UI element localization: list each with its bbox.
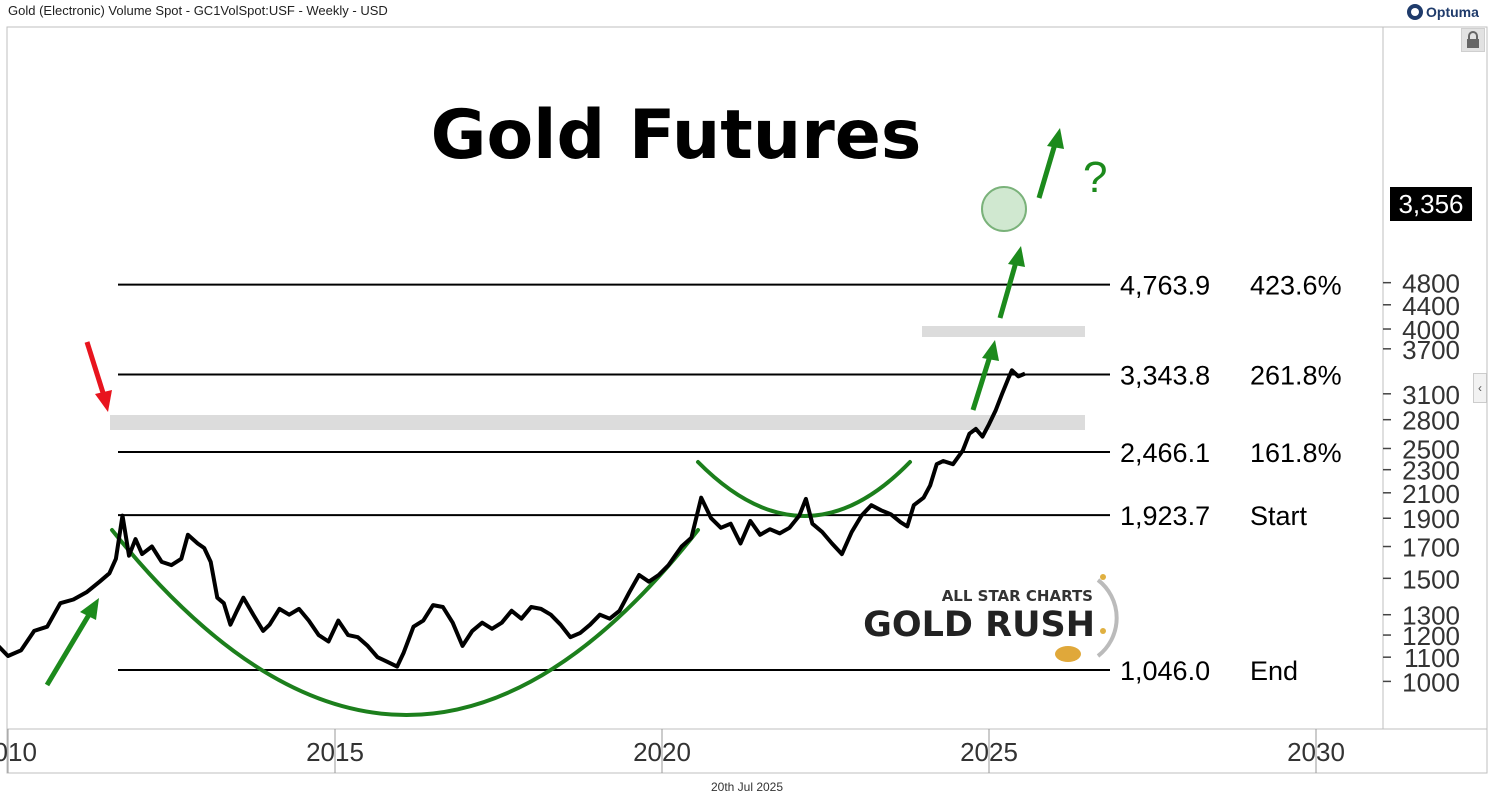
watermark-line1: ALL STAR CHARTS (942, 587, 1093, 605)
x-tick-label: 2020 (633, 737, 691, 767)
x-axis-frame (6, 728, 1488, 774)
date-footer: 20th Jul 2025 (710, 780, 784, 794)
x-tick-label: 2010 (0, 737, 37, 767)
fib-level-pct: Start (1250, 501, 1308, 531)
green-arrow-up (1036, 128, 1064, 199)
rounding-bottom-arc (110, 528, 700, 717)
last-price-label: 3,356 (1398, 189, 1463, 219)
y-tick-label: 2100 (1402, 479, 1460, 509)
price-line (0, 368, 1026, 669)
sparkle-icon (1100, 628, 1106, 634)
fib-level-pct: 423.6% (1250, 271, 1342, 301)
fib-levels: 4,763.9 423.6% 3,343.8 261.8% 2,466.1 161.8% 1… (118, 271, 1342, 686)
red-arrow-down (84, 341, 112, 412)
y-tick-label: 4400 (1402, 291, 1460, 321)
fib-level-pct: 161.8% (1250, 438, 1342, 468)
x-tick-label: 2030 (1287, 737, 1345, 767)
y-tick-label: 4800 (1402, 269, 1460, 299)
y-tick-label: 3700 (1402, 335, 1460, 365)
x-tick-label: 2025 (960, 737, 1018, 767)
sparkle-icon (1100, 574, 1106, 580)
y-tick-label: 1000 (1402, 667, 1460, 697)
fib-level-price: 2,466.1 (1120, 438, 1210, 468)
y-tick-label: 2500 (1402, 434, 1460, 464)
y-tick-label: 1200 (1402, 621, 1460, 651)
y-tick-label: 3100 (1402, 380, 1460, 410)
x-tick-label: 2015 (306, 737, 364, 767)
last-price-tag: 3,356 (1390, 187, 1472, 221)
current-price-highlight (981, 186, 1027, 232)
y-tick-label: 2300 (1402, 456, 1460, 486)
green-arrow-up (997, 246, 1025, 319)
chart-title: Gold Futures (431, 96, 922, 175)
watermark-line2: GOLD RUSH (863, 605, 1095, 645)
chart-header-title: Gold (Electronic) Volume Spot - GC1VolSp… (8, 3, 388, 18)
y-tick-label: 1900 (1402, 504, 1460, 534)
breakout-band (922, 326, 1085, 337)
green-arrow-up (970, 340, 999, 411)
optuma-logo-icon (1407, 4, 1423, 20)
resistance-band (110, 415, 1085, 430)
fib-level-pct: End (1250, 656, 1298, 686)
fib-level-price: 3,343.8 (1120, 361, 1210, 391)
y-tick-label: 1300 (1402, 601, 1460, 631)
gold-nugget-icon (1055, 646, 1081, 662)
y-tick-label: 1700 (1402, 533, 1460, 563)
brand-name: Optuma (1426, 4, 1479, 20)
gold-rush-watermark: ALL STAR CHARTS GOLD RUSH (863, 574, 1119, 662)
question-mark: ? (1083, 153, 1107, 202)
fib-level-price: 1,046.0 (1120, 656, 1210, 686)
y-tick-label: 1100 (1404, 643, 1460, 673)
brand-logo: Optuma (1407, 4, 1479, 20)
cup-handle-arc (696, 460, 912, 518)
fib-level-pct: 261.8% (1250, 361, 1342, 391)
y-tick-label: 2800 (1402, 406, 1460, 436)
green-arrow-up (44, 598, 99, 687)
y-tick-label: 1500 (1402, 564, 1460, 594)
fib-level-price: 1,923.7 (1120, 501, 1210, 531)
lock-icon[interactable] (1461, 28, 1485, 52)
x-axis: 2010 2015 2020 2025 2030 (0, 729, 1345, 773)
y-tick-label: 4000 (1402, 315, 1460, 345)
fib-level-price: 4,763.9 (1120, 271, 1210, 301)
